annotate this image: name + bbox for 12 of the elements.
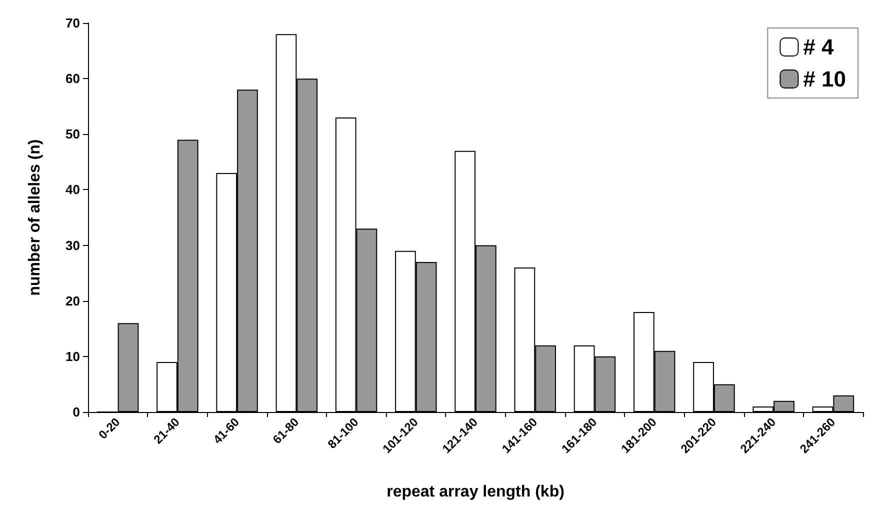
y-tick-label: 40 [66,182,80,198]
x-axis-title: repeat array length (kb) [386,484,564,500]
y-axis-title: number of alleles (n) [26,139,44,296]
legend-label: # 4 [803,34,835,60]
y-tick-label: 10 [66,348,80,364]
y-tick-label: 30 [66,238,80,253]
legend-label: # 10 [803,66,846,92]
y-tick-label: 20 [66,293,80,308]
y-tick-label: 50 [66,126,80,142]
y-tick-label: 0 [72,404,80,420]
y-tick-label: 70 [66,16,80,30]
y-tick-label: 60 [66,71,80,86]
